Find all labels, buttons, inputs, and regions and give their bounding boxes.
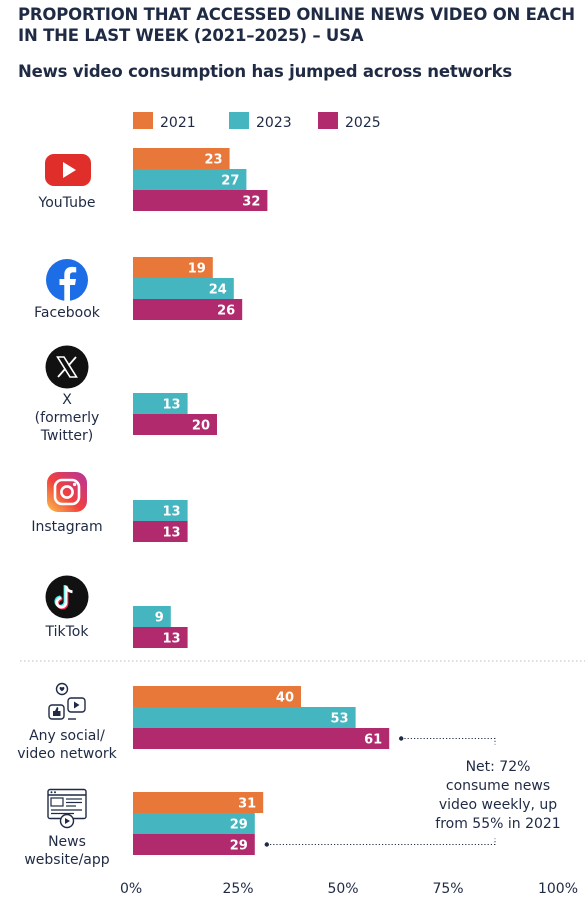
data-label-facebook-2023: 24 xyxy=(209,283,227,298)
platform-label-social-line-2: video network xyxy=(17,746,117,762)
bar-youtube-2021 xyxy=(133,148,230,169)
legend-label-2023: 2023 xyxy=(256,115,292,131)
bar-facebook-2021 xyxy=(133,257,213,278)
bar-x-2023 xyxy=(133,393,188,414)
net-annotation-line-4: from 55% in 2021 xyxy=(435,816,561,832)
platform-label-x-line-3: Twitter) xyxy=(40,428,94,444)
net-annotation-line-3: video weekly, up xyxy=(438,797,558,813)
legend-swatch-2023 xyxy=(229,112,249,129)
bar-facebook-2023 xyxy=(133,278,234,299)
platform-label-x: X (formerly Twitter) xyxy=(17,391,117,445)
data-label-tiktok-2023: 9 xyxy=(155,611,164,626)
data-label-news-2021: 31 xyxy=(238,797,256,812)
data-label-x-2023: 13 xyxy=(163,398,181,413)
data-label-youtube-2021: 23 xyxy=(205,153,223,168)
annotation-leader-social xyxy=(401,738,496,745)
social-video-network-icon xyxy=(48,682,86,720)
data-label-facebook-2021: 19 xyxy=(188,262,206,277)
legend-swatch-2021 xyxy=(133,112,153,129)
data-label-youtube-2025: 32 xyxy=(242,195,260,210)
bar-social-2021 xyxy=(133,686,301,707)
bar-news-2025 xyxy=(133,834,255,855)
chart-title: PROPORTION THAT ACCESSED ONLINE NEWS VID… xyxy=(18,5,575,45)
platform-label-instagram: Instagram xyxy=(31,519,103,535)
x-tick-label-50: 50% xyxy=(327,881,358,897)
platform-label-news: News website/app xyxy=(12,833,122,869)
platform-label-x-line-1: X xyxy=(62,392,72,408)
legend-swatch-2025 xyxy=(318,112,338,129)
bar-news-2021 xyxy=(133,792,264,813)
annotation-leader-news xyxy=(266,838,496,845)
bar-instagram-2023 xyxy=(133,500,188,521)
data-label-news-2023: 29 xyxy=(230,818,248,833)
data-label-tiktok-2025: 13 xyxy=(163,632,181,647)
instagram-logo-icon xyxy=(47,472,87,512)
platform-label-x-line-2: (formerly xyxy=(34,410,100,426)
platform-label-tiktok: TikTok xyxy=(45,624,89,640)
bar-tiktok-2025 xyxy=(133,627,188,648)
net-annotation: Net: 72% consume news video weekly, up f… xyxy=(418,758,578,834)
x-tick-label-25: 25% xyxy=(222,881,253,897)
legend-label-2021: 2021 xyxy=(160,115,196,131)
x-tick-label-75: 75% xyxy=(432,881,463,897)
net-annotation-line-1: Net: 72% xyxy=(465,759,531,775)
data-label-x-2025: 20 xyxy=(192,419,210,434)
platform-label-news-line-2: website/app xyxy=(24,852,110,868)
data-label-social-2021: 40 xyxy=(276,691,294,706)
data-label-social-2025: 61 xyxy=(364,733,382,748)
bar-youtube-2023 xyxy=(133,169,247,190)
bar-social-2025 xyxy=(133,728,390,749)
net-annotation-line-2: consume news xyxy=(445,778,551,794)
bar-tiktok-2023 xyxy=(133,606,171,627)
x-tick-label-0: 0% xyxy=(120,881,142,897)
bar-x-2025 xyxy=(133,414,217,435)
data-label-facebook-2025: 26 xyxy=(217,304,235,319)
data-label-youtube-2023: 27 xyxy=(221,174,239,189)
chart-subtitle: News video consumption has jumped across… xyxy=(18,62,513,81)
tiktok-logo-icon xyxy=(45,575,89,619)
data-label-news-2025: 29 xyxy=(230,839,248,854)
youtube-logo-icon xyxy=(45,154,91,186)
news-website-app-icon xyxy=(47,788,87,829)
facebook-logo-icon xyxy=(46,259,88,301)
bar-youtube-2025 xyxy=(133,190,268,211)
x-tick-label-100: 100% xyxy=(538,881,578,897)
data-label-instagram-2025: 13 xyxy=(163,526,181,541)
bar-instagram-2025 xyxy=(133,521,188,542)
platform-label-news-line-1: News xyxy=(48,834,86,850)
platform-label-social-line-1: Any social/ xyxy=(29,728,105,744)
platform-label-social: Any social/ video network xyxy=(12,727,122,763)
data-label-instagram-2023: 13 xyxy=(163,505,181,520)
bar-social-2023 xyxy=(133,707,356,728)
data-label-social-2023: 53 xyxy=(331,712,349,727)
platform-label-youtube: YouTube xyxy=(38,195,96,211)
legend-label-2025: 2025 xyxy=(345,115,381,131)
bar-facebook-2025 xyxy=(133,299,243,320)
x-logo-icon xyxy=(45,345,89,389)
bar-news-2023 xyxy=(133,813,255,834)
platform-label-facebook: Facebook xyxy=(34,305,100,321)
